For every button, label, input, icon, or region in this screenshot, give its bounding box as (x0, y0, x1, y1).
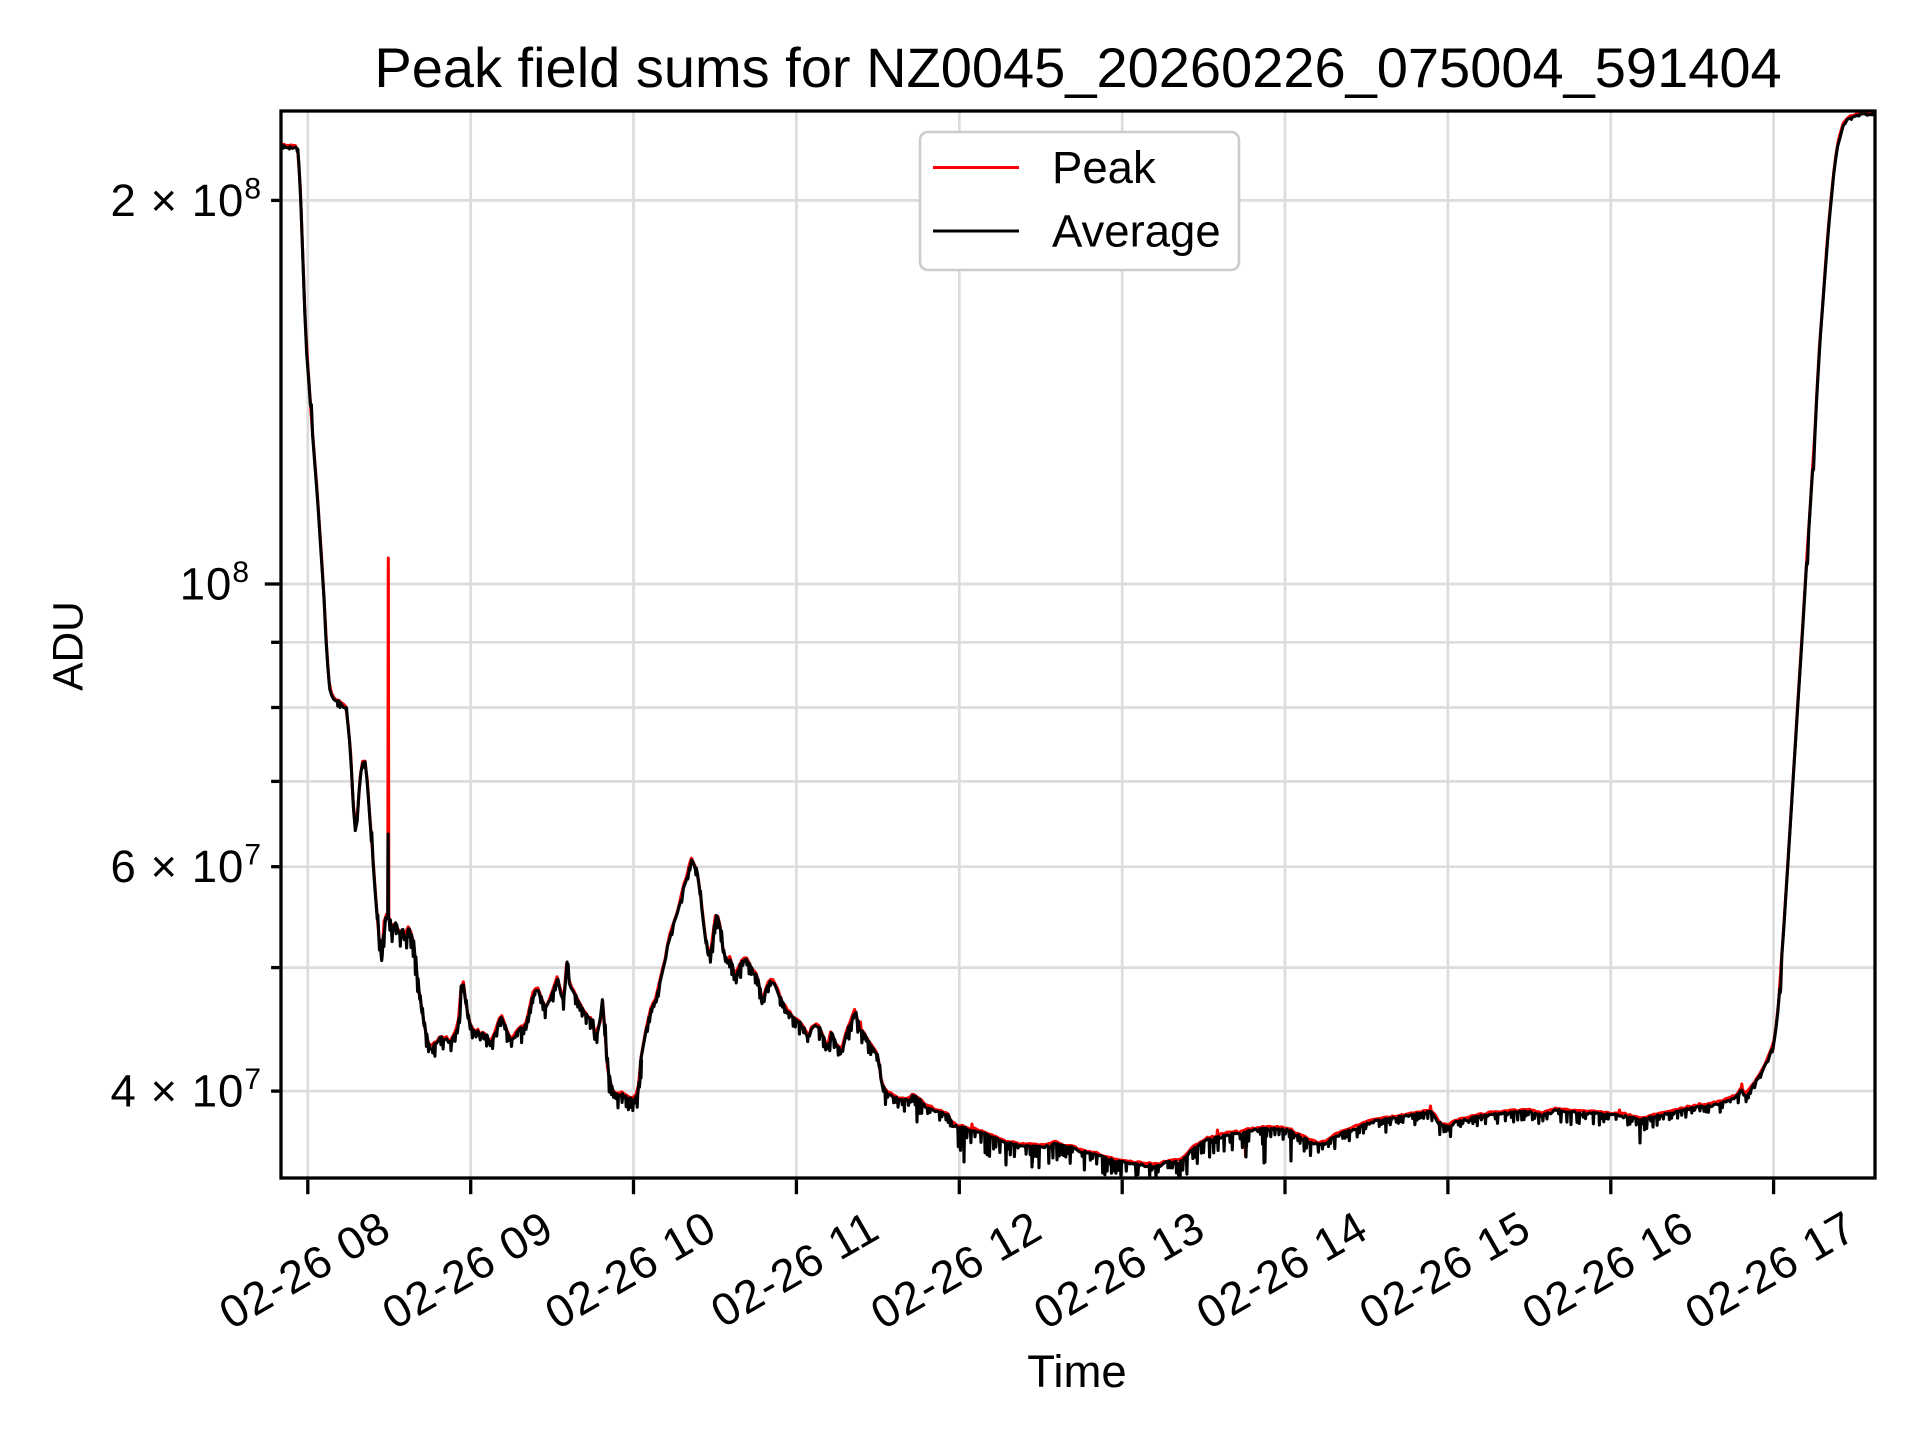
svg-text:2 × 108: 2 × 108 (111, 172, 262, 226)
svg-text:4 × 107: 4 × 107 (111, 1063, 262, 1117)
svg-text:Time: Time (1027, 1346, 1126, 1397)
svg-text:Average: Average (1052, 206, 1221, 257)
svg-text:ADU: ADU (46, 601, 93, 691)
svg-text:Peak: Peak (1052, 142, 1156, 193)
svg-text:Peak field sums for NZ0045_202: Peak field sums for NZ0045_20260226_0750… (374, 36, 1781, 99)
svg-text:6 × 107: 6 × 107 (111, 839, 262, 893)
